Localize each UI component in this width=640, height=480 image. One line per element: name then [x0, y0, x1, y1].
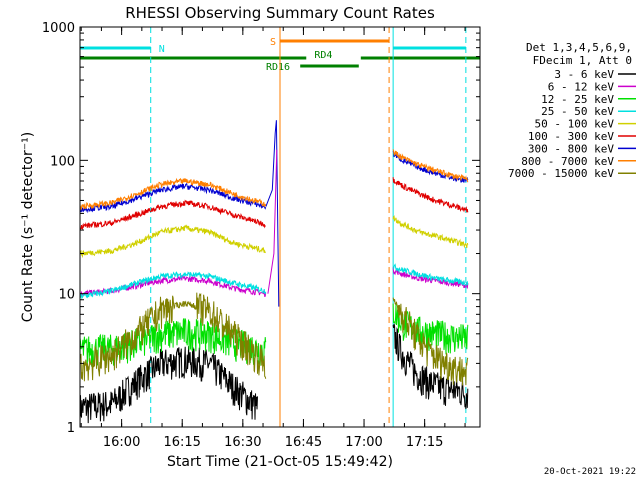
legend-header-line: FDecim 1, Att 0 — [533, 54, 632, 67]
legend-entry-label: 300 - 800 keV — [528, 142, 614, 155]
series-group — [79, 120, 469, 426]
series-0 — [79, 323, 469, 426]
series-trace — [79, 274, 267, 297]
bar-label: RD4 — [314, 50, 332, 61]
legend-entry-label: 12 - 25 keV — [541, 93, 614, 106]
legend-entry-label: 3 - 6 keV — [554, 68, 614, 81]
series-trace — [79, 271, 267, 300]
series-trace — [79, 317, 267, 367]
x-tick-label: 16:30 — [224, 435, 261, 450]
x-tick-label: 16:45 — [285, 435, 322, 450]
legend-entry-label: 25 - 50 keV — [541, 105, 614, 118]
series-trace — [80, 199, 266, 230]
series-3 — [79, 263, 469, 300]
series-trace — [79, 292, 267, 382]
legend-entry-label: 50 - 100 keV — [535, 118, 615, 131]
series-trace — [392, 267, 469, 289]
series-trace — [392, 149, 469, 183]
legend-entry-label: 800 - 7000 keV — [521, 155, 614, 168]
y-axis-label: Count Rate (s⁻¹ detector⁻¹) — [20, 132, 36, 322]
series-trace — [392, 215, 469, 249]
chart-title: RHESSI Observing Summary Count Rates — [125, 4, 435, 22]
legend-entry-label: 100 - 300 keV — [528, 130, 614, 143]
series-8 — [79, 292, 469, 386]
series-4 — [79, 215, 469, 259]
axes: 16:00 16:15 16:30 16:45 17:00 17:15 1 10 100 1000 — [42, 21, 480, 450]
x-tick-label: 17:00 — [345, 435, 382, 450]
series-trace — [79, 177, 267, 211]
bar-label: S — [270, 37, 276, 48]
x-axis-label: Start Time (21-Oct-05 15:49:42) — [167, 454, 393, 470]
series-trace — [79, 224, 266, 259]
legend: Det 1,3,4,5,6,9,FDecim 1, Att 03 - 6 keV… — [508, 41, 636, 180]
x-tick-label: 16:15 — [163, 435, 200, 450]
y-tick-label: 100 — [50, 154, 75, 169]
footer-date: 20-Oct-2021 19:22 — [544, 467, 636, 477]
legend-entry-label: 6 - 12 keV — [548, 80, 615, 93]
series-trace — [79, 182, 267, 214]
vertical-markers — [79, 27, 467, 427]
series-trace — [392, 150, 469, 183]
y-tick-label: 10 — [58, 288, 75, 303]
series-7 — [79, 149, 469, 211]
series-trace — [392, 297, 469, 386]
x-tick-label: 17:15 — [406, 435, 443, 450]
series-trace — [392, 177, 469, 213]
series-trace — [392, 263, 469, 287]
series-trace — [79, 346, 258, 426]
x-tick-label: 16:00 — [103, 435, 140, 450]
y-tick-label: 1000 — [42, 21, 75, 36]
flare-spike — [267, 149, 278, 294]
legend-entry-label: 7000 - 15000 keV — [508, 167, 614, 180]
flare-spike — [265, 120, 280, 307]
bar-label: N — [159, 44, 165, 55]
bar-label: RD16 — [266, 62, 290, 73]
plot-frame — [79, 26, 481, 428]
legend-header-line: Det 1,3,4,5,6,9, — [526, 41, 632, 54]
y-tick-label: 1 — [67, 421, 75, 436]
series-trace — [392, 323, 469, 410]
series-5 — [80, 177, 469, 230]
observing-bars: N S RD4 RD16 — [80, 37, 480, 73]
